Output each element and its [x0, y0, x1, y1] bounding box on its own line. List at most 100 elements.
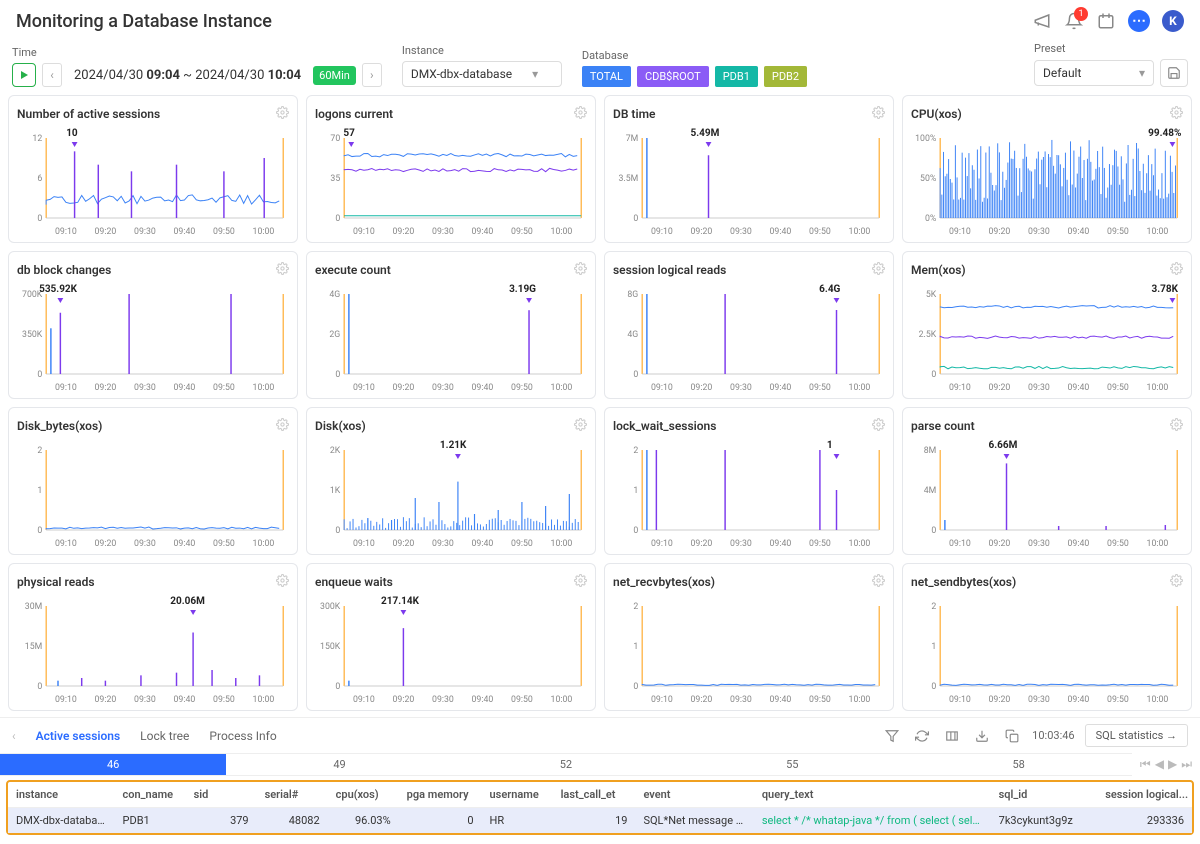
peak-label: 99.48% [1148, 128, 1181, 139]
chart-execute-count: execute count02G4G09:1009:2009:3009:4009… [306, 251, 596, 399]
svg-text:09:40: 09:40 [770, 227, 792, 237]
svg-text:09:10: 09:10 [651, 383, 673, 393]
svg-text:09:40: 09:40 [1068, 227, 1090, 237]
time-point-58[interactable]: 58 [906, 753, 1132, 776]
svg-text:09:40: 09:40 [1068, 539, 1090, 549]
time-range: 2024/04/30 09:04 ~ 2024/04/30 10:04 [68, 68, 307, 83]
col-event[interactable]: event [635, 782, 753, 808]
instance-label: Instance [402, 44, 562, 57]
chart-settings-icon[interactable] [574, 106, 587, 122]
svg-text:8M: 8M [924, 446, 937, 456]
chart-settings-icon[interactable] [872, 106, 885, 122]
db-tag-pdb2[interactable]: PDB2 [764, 66, 807, 87]
peak-label: 5.49M [690, 128, 719, 139]
svg-text:09:50: 09:50 [213, 227, 235, 237]
next-time-button[interactable]: › [362, 63, 382, 87]
svg-text:10:00: 10:00 [849, 227, 871, 237]
chart-settings-icon[interactable] [276, 574, 289, 590]
svg-text:09:50: 09:50 [511, 383, 533, 393]
chart-settings-icon[interactable] [574, 262, 587, 278]
svg-text:0: 0 [633, 682, 638, 692]
chart-settings-icon[interactable] [276, 106, 289, 122]
col-serial-[interactable]: serial# [257, 782, 328, 808]
chat-icon[interactable]: ⋯ [1128, 10, 1150, 32]
svg-text:09:40: 09:40 [1068, 695, 1090, 705]
chart-title: logons current [315, 107, 393, 121]
chart-settings-icon[interactable] [276, 262, 289, 278]
peak-label: 1 [827, 440, 833, 451]
chart-title: session logical reads [613, 263, 726, 277]
time-label: Time [12, 46, 382, 59]
svg-text:09:10: 09:10 [949, 383, 971, 393]
save-preset-button[interactable] [1160, 59, 1188, 87]
col-sql-id[interactable]: sql_id [991, 782, 1098, 808]
svg-text:09:30: 09:30 [1028, 227, 1050, 237]
peak-label: 20.06M [170, 596, 205, 607]
chart-settings-icon[interactable] [872, 574, 885, 590]
filter-icon[interactable] [882, 726, 902, 746]
svg-text:0: 0 [633, 526, 638, 536]
table-row[interactable]: DMX-dbx-database PDB1 379 48082 96.03% 0… [8, 808, 1192, 834]
user-avatar[interactable]: K [1162, 10, 1184, 32]
preset-select[interactable]: Default▾ [1034, 60, 1154, 86]
tab-lock-tree[interactable]: Lock tree [140, 725, 189, 747]
chart-settings-icon[interactable] [276, 418, 289, 434]
col-con-name[interactable]: con_name [115, 782, 186, 808]
db-tag-total[interactable]: TOTAL [582, 66, 631, 87]
peak-label: 57 [343, 128, 354, 139]
chart-lock-wait-sessions: lock_wait_sessions01209:1009:2009:3009:4… [604, 407, 894, 555]
chart-net-recvbytes-xos-: net_recvbytes(xos)01209:1009:2009:3009:4… [604, 563, 894, 711]
page-title: Monitoring a Database Instance [16, 11, 272, 32]
peak-label: 1.21K [440, 440, 466, 451]
chart-settings-icon[interactable] [1170, 418, 1183, 434]
col-sid[interactable]: sid [186, 782, 257, 808]
time-point-49[interactable]: 49 [226, 753, 452, 776]
time-point-52[interactable]: 52 [453, 753, 679, 776]
chart-settings-icon[interactable] [872, 262, 885, 278]
announce-icon[interactable] [1032, 11, 1052, 31]
chart-settings-icon[interactable] [1170, 262, 1183, 278]
col-username[interactable]: username [482, 782, 553, 808]
chart-settings-icon[interactable] [574, 574, 587, 590]
svg-text:7M: 7M [626, 134, 639, 144]
refresh-icon[interactable] [912, 726, 932, 746]
chart-settings-icon[interactable] [1170, 574, 1183, 590]
svg-text:0%: 0% [925, 214, 937, 224]
db-tag-cdb$root[interactable]: CDB$ROOT [637, 66, 709, 87]
svg-text:0: 0 [37, 370, 42, 380]
svg-text:0: 0 [633, 370, 638, 380]
col-instance[interactable]: instance [8, 782, 115, 808]
copy-icon[interactable] [1002, 726, 1022, 746]
sql-stats-button[interactable]: SQL statistics → [1085, 724, 1188, 747]
chart-settings-icon[interactable] [1170, 106, 1183, 122]
instance-select[interactable]: DMX-dbx-database▾ [402, 61, 562, 87]
prev-time-button[interactable]: ‹ [42, 63, 62, 87]
download-icon[interactable] [972, 726, 992, 746]
svg-text:09:30: 09:30 [134, 695, 156, 705]
col-session-logical-[interactable]: session logical... [1097, 782, 1192, 808]
columns-icon[interactable] [942, 726, 962, 746]
svg-text:09:30: 09:30 [134, 539, 156, 549]
time-point-46[interactable]: 46 [0, 753, 226, 776]
col-query-text[interactable]: query_text [754, 782, 991, 808]
col-pga-memory[interactable]: pga memory [399, 782, 482, 808]
bell-icon[interactable]: 1 [1064, 11, 1084, 31]
col-cpu-xos-[interactable]: cpu(xos) [328, 782, 399, 808]
svg-text:09:40: 09:40 [472, 227, 494, 237]
calendar-icon[interactable] [1096, 11, 1116, 31]
play-button[interactable] [12, 63, 36, 87]
svg-text:09:20: 09:20 [393, 539, 415, 549]
svg-text:09:20: 09:20 [989, 539, 1011, 549]
chart-settings-icon[interactable] [872, 418, 885, 434]
svg-text:09:20: 09:20 [989, 383, 1011, 393]
db-tag-pdb1[interactable]: PDB1 [715, 66, 758, 87]
tabs-prev[interactable]: ‹ [12, 729, 16, 743]
duration-tag: 60Min [313, 66, 356, 85]
time-point-55[interactable]: 55 [679, 753, 905, 776]
col-last-call-et[interactable]: last_call_et [553, 782, 636, 808]
tab-process-info[interactable]: Process Info [209, 725, 276, 747]
chart-settings-icon[interactable] [574, 418, 587, 434]
tab-active-sessions[interactable]: Active sessions [36, 725, 121, 747]
svg-text:100%: 100% [915, 134, 937, 144]
pagination[interactable]: ⏮◀▶⏭ [1132, 753, 1200, 776]
